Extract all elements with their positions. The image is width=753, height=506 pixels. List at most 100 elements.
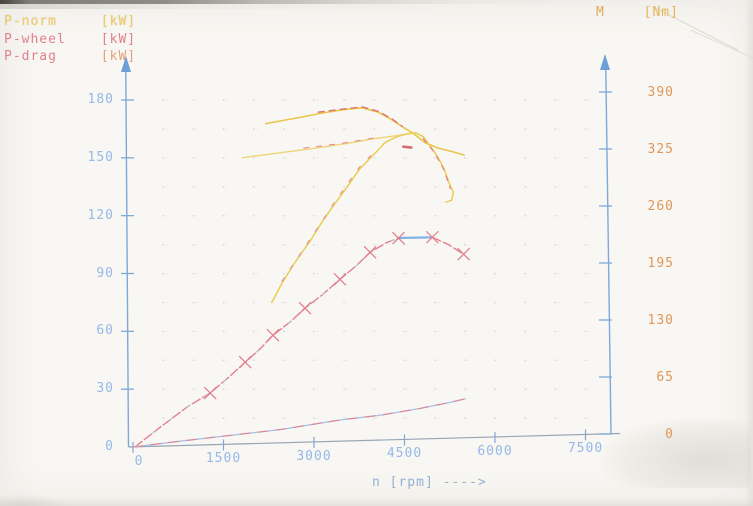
grid-dot	[162, 243, 165, 246]
grid-dot	[437, 244, 439, 246]
grid-dot	[373, 99, 376, 102]
grid-dot	[316, 388, 318, 390]
scan-smudge-bottom-right	[601, 418, 751, 488]
grid-dot	[282, 243, 285, 246]
grid-dot	[376, 157, 378, 159]
grid-dot	[225, 330, 228, 332]
grid-dot	[437, 273, 439, 275]
grid-dot	[463, 128, 466, 131]
grid-dot	[463, 272, 466, 275]
grid-dot	[437, 359, 439, 361]
grid-dot	[497, 186, 499, 188]
grid-dot	[587, 330, 590, 332]
grid-dot	[343, 301, 346, 304]
grid-dot	[554, 417, 557, 419]
grid-dot	[373, 417, 376, 419]
grid-dot	[376, 244, 378, 246]
grid-dot	[524, 388, 527, 391]
grid-dot	[494, 99, 496, 102]
grid-dot	[557, 388, 559, 390]
legend-unit-p-norm: [kW]	[100, 14, 137, 29]
grid-dot	[256, 244, 258, 246]
grid-dot	[437, 301, 439, 304]
grid-dot	[463, 243, 466, 246]
grid-dot	[165, 388, 167, 390]
grid-dot	[497, 244, 499, 246]
grid-dot	[376, 301, 378, 304]
grid-dot	[316, 99, 318, 101]
grid-dot	[494, 186, 496, 188]
grid-dot	[467, 186, 469, 188]
grid-dot	[343, 128, 346, 131]
grid-dot	[165, 359, 167, 361]
grid-dot	[346, 99, 348, 101]
grid-dot	[494, 243, 496, 246]
grid-dot	[494, 301, 496, 304]
grid-dot	[406, 388, 409, 390]
grid-dot	[433, 417, 436, 419]
grid-dot	[252, 417, 255, 419]
grid-dot	[192, 128, 195, 131]
grid-dot	[437, 186, 439, 188]
y-right-axis-line	[605, 68, 612, 434]
grid-dot	[286, 215, 288, 217]
grid-dot	[467, 330, 469, 332]
curve-M-secondary-red-trace	[303, 136, 381, 149]
grid-dot	[524, 157, 527, 159]
grid-dot	[527, 301, 529, 304]
grid-dot	[225, 186, 228, 188]
grid-dot	[403, 99, 406, 102]
grid-dot	[373, 243, 376, 246]
grid-dot	[286, 157, 288, 159]
grid-dot	[527, 186, 529, 188]
grid-dot	[373, 186, 376, 188]
grid-dot	[437, 128, 439, 130]
grid-dot	[222, 99, 225, 102]
grid-dot	[222, 388, 225, 391]
grid-dot	[554, 128, 557, 131]
grid-dot	[557, 128, 559, 130]
grid-dot	[376, 330, 378, 332]
grid-dot	[346, 417, 348, 419]
y-right-axis-arrow	[600, 54, 610, 70]
grid-dot	[252, 359, 255, 362]
grid-dot	[527, 99, 529, 101]
grid-dot	[256, 273, 258, 275]
grid-dot	[343, 330, 346, 333]
grid-dot	[433, 186, 436, 188]
grid-dot	[403, 417, 406, 419]
grid-dot	[376, 215, 378, 217]
grid-dot	[286, 186, 288, 188]
grid-dot	[282, 128, 285, 131]
grid-dot	[313, 417, 315, 419]
grid-dot	[162, 359, 165, 362]
grid-dot	[584, 301, 587, 304]
grid-dot	[406, 330, 409, 332]
grid-dot	[463, 186, 466, 188]
grid-dot	[195, 330, 197, 332]
x-marker	[425, 230, 439, 244]
grid-dot	[313, 128, 315, 131]
grid-dot	[376, 186, 378, 188]
grid-dot	[433, 359, 436, 362]
x-marker	[238, 355, 252, 369]
grid-dot	[192, 186, 195, 188]
grid-dot	[282, 99, 285, 102]
grid-dot	[527, 215, 529, 217]
grid-dot	[313, 388, 315, 391]
grid-dot	[584, 186, 587, 188]
curve-M	[264, 107, 466, 156]
grid-dot	[557, 273, 559, 275]
grid-dot	[222, 186, 225, 188]
grid-dot	[406, 186, 409, 188]
grid-dot	[192, 214, 195, 217]
grid-dot	[282, 214, 285, 217]
x-marker	[333, 272, 347, 286]
grid-dot	[256, 186, 258, 188]
grid-dot	[557, 157, 559, 159]
grid-dot	[584, 99, 587, 102]
x-axis-title: n [rpm] ---->	[372, 475, 487, 490]
grid-dot	[406, 359, 409, 361]
grid-dot	[195, 388, 197, 390]
